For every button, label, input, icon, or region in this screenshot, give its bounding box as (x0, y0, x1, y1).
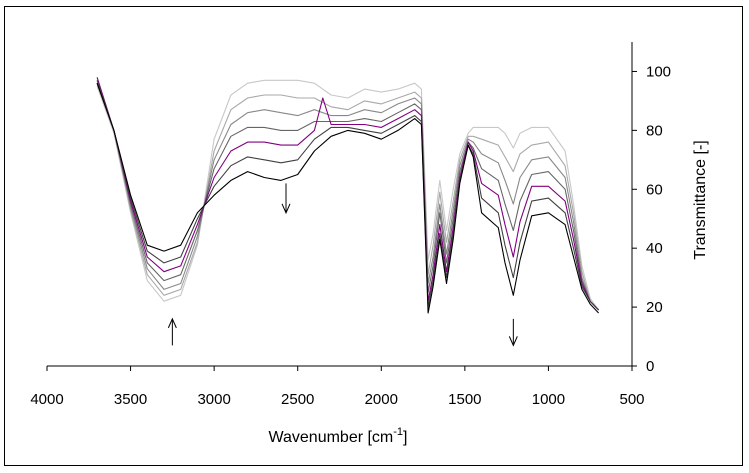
series-line-7 (96, 83, 599, 314)
x-axis-title-text: Wavenumber [cm (268, 429, 393, 446)
chart-frame (4, 6, 743, 466)
x-tick-label: 4000 (30, 391, 63, 408)
x-tick-label: 3000 (197, 391, 230, 408)
x-axis-title-suffix: ] (403, 429, 407, 446)
x-axis-title-superscript: -1 (393, 426, 403, 438)
y-tick-label: 20 (646, 299, 663, 316)
y-tick-label: 80 (646, 122, 663, 139)
y-tick-label: 0 (646, 358, 654, 375)
series-line-6 (96, 80, 599, 311)
series-line-4 (96, 83, 599, 311)
y-tick-label: 60 (646, 181, 663, 198)
series-line-5 (96, 77, 599, 311)
y-tick-label: 40 (646, 240, 663, 257)
x-tick-label: 3500 (114, 391, 147, 408)
x-tick-label: 2500 (281, 391, 314, 408)
series-lines (96, 77, 600, 314)
x-axis-title: Wavenumber [cm-1] (268, 426, 407, 446)
arrow-3-head (508, 336, 518, 347)
arrow-2-head (281, 203, 291, 215)
x-tick-label: 1500 (448, 391, 481, 408)
series-line-2 (96, 83, 599, 311)
annotation-arrows (167, 183, 518, 347)
y-axis-title: Transmittance [-] (692, 140, 709, 259)
arrow-1-head (167, 317, 177, 329)
series-line-1 (96, 79, 600, 311)
x-tick-label: 500 (619, 391, 644, 408)
series-line-3 (96, 83, 599, 311)
y-tick-label: 100 (646, 63, 671, 80)
x-tick-label: 2000 (365, 391, 398, 408)
x-tick-label: 1000 (532, 391, 565, 408)
